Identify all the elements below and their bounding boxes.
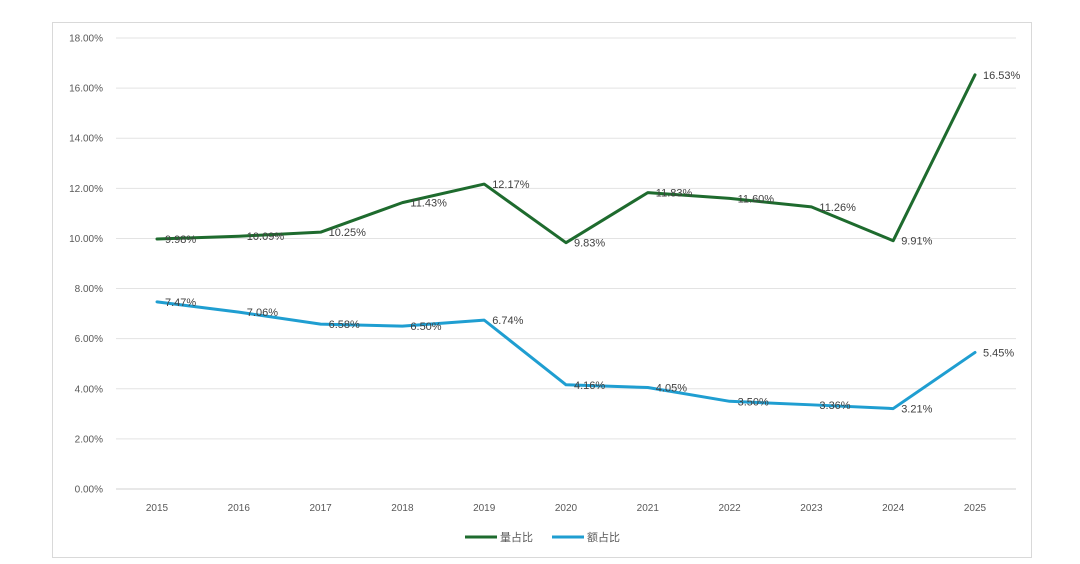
data-label: 16.53% — [983, 70, 1021, 82]
data-labels: 9.98% 10.09% 10.25% 11.43% 12.17% 9.83% 11.83%… — [165, 70, 1021, 416]
data-label: 12.17% — [492, 179, 530, 191]
x-tick-label: 2020 — [555, 503, 578, 514]
data-label: 7.06% — [247, 307, 278, 319]
x-tick-label: 2022 — [718, 503, 741, 514]
legend-label: 额占比 — [587, 530, 620, 544]
y-tick-label: 6.00% — [75, 334, 103, 345]
legend-label: 量占比 — [500, 530, 533, 544]
data-label: 5.45% — [983, 347, 1014, 359]
x-tick-label: 2025 — [964, 503, 987, 514]
gridlines — [116, 37, 1016, 490]
y-tick-label: 2.00% — [75, 434, 103, 445]
data-label: 9.91% — [901, 236, 932, 248]
data-label: 10.09% — [247, 231, 285, 243]
series-line-1 — [155, 300, 977, 411]
data-label: 3.36% — [819, 400, 850, 412]
y-tick-label: 10.00% — [69, 234, 103, 245]
y-tick-label: 4.00% — [75, 384, 103, 395]
data-label: 11.83% — [656, 188, 693, 200]
data-label: 11.60% — [738, 193, 775, 205]
chart-frame — [52, 22, 1032, 558]
x-tick-label: 2018 — [391, 503, 414, 514]
data-label: 4.16% — [574, 380, 605, 392]
data-label: 7.47% — [165, 297, 196, 309]
y-tick-label: 12.00% — [69, 184, 103, 195]
x-tick-label: 2016 — [228, 503, 251, 514]
legend-item: 量占比 — [465, 530, 533, 544]
x-tick-label: 2024 — [882, 503, 905, 514]
series-line-0 — [155, 73, 977, 245]
data-label: 6.74% — [492, 315, 523, 327]
y-tick-label: 0.00% — [75, 485, 103, 496]
y-axis-ticks: 0.00% 2.00% 4.00% 6.00% 8.00% 10.00% 12.00% 14.… — [69, 34, 103, 496]
x-tick-label: 2019 — [473, 503, 496, 514]
y-tick-label: 18.00% — [69, 34, 103, 45]
x-tick-label: 2015 — [146, 503, 169, 514]
data-label: 11.43% — [410, 198, 447, 210]
y-tick-label: 8.00% — [75, 284, 103, 295]
data-label: 9.98% — [165, 234, 196, 246]
data-label: 6.58% — [329, 319, 360, 331]
legend-item: 额占比 — [552, 530, 620, 544]
data-label: 3.50% — [738, 396, 769, 408]
y-tick-label: 16.00% — [69, 84, 103, 95]
data-label: 3.21% — [901, 404, 932, 416]
legend: 量占比 额占比 — [465, 530, 620, 544]
data-label: 11.26% — [819, 202, 856, 214]
x-tick-label: 2017 — [309, 503, 332, 514]
y-tick-label: 14.00% — [69, 134, 103, 145]
x-axis-ticks: 2015 2016 2017 2018 2019 2020 2021 2022 2023 2024… — [146, 503, 987, 514]
x-tick-label: 2021 — [637, 503, 660, 514]
data-label: 10.25% — [329, 227, 367, 239]
data-label: 6.50% — [410, 321, 441, 333]
data-label: 9.83% — [574, 238, 605, 250]
x-tick-label: 2023 — [800, 503, 823, 514]
series-lines — [155, 73, 977, 411]
data-label: 4.05% — [656, 383, 687, 395]
